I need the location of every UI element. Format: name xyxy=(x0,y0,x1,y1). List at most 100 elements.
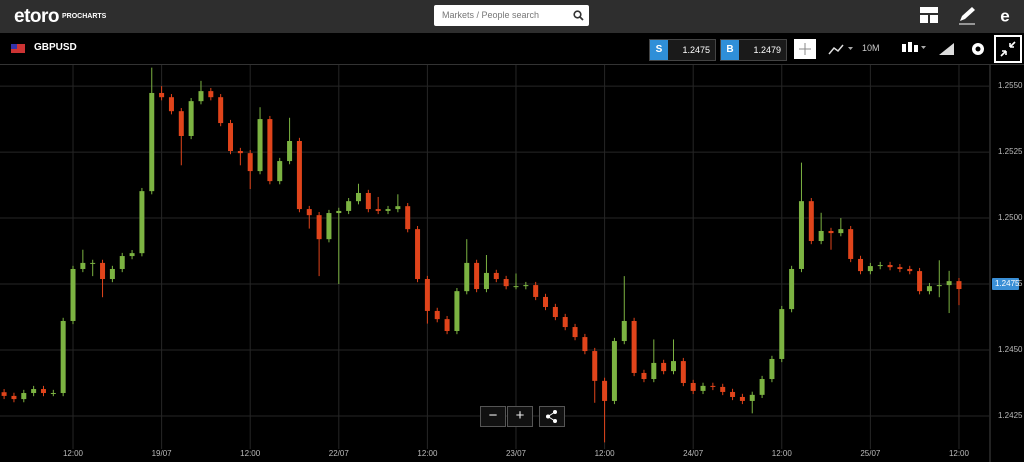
candle-body xyxy=(503,279,509,287)
candle-body xyxy=(720,386,726,392)
logo[interactable]: etoro xyxy=(14,6,60,27)
candle-body xyxy=(631,320,637,373)
candle-body xyxy=(237,151,243,154)
candle-body xyxy=(109,268,115,280)
candle-body xyxy=(523,285,529,287)
candle-body xyxy=(139,191,145,254)
candle-body xyxy=(710,385,716,387)
candle-body xyxy=(887,265,893,268)
candle-body xyxy=(808,201,814,242)
candle-body xyxy=(267,119,273,182)
candle-body xyxy=(218,97,224,124)
candle-body xyxy=(543,296,549,307)
candle-body xyxy=(1,392,7,396)
buy-button[interactable]: B 1.2479 xyxy=(720,39,787,61)
candle-body xyxy=(769,358,775,380)
candle-body xyxy=(50,393,56,395)
candle-body xyxy=(464,262,470,292)
x-tick-label: 12:00 xyxy=(595,449,616,458)
candle-body xyxy=(582,337,588,352)
candle-body xyxy=(779,309,785,359)
trade-tool-button[interactable] xyxy=(938,41,956,57)
candle-body xyxy=(100,262,106,280)
interval[interactable]: 10M xyxy=(862,43,880,53)
candle-body xyxy=(159,92,165,98)
zoom-out-button[interactable]: − xyxy=(480,406,506,427)
candle-body xyxy=(247,153,253,172)
candle-body xyxy=(90,262,96,264)
draw-icon[interactable] xyxy=(957,5,977,25)
candle-body xyxy=(917,271,923,292)
candle-body xyxy=(730,391,736,397)
candle-body xyxy=(956,281,962,290)
candle-body xyxy=(178,111,184,136)
candle-body xyxy=(287,141,293,162)
candle-body xyxy=(60,320,66,394)
x-tick-label: 12:00 xyxy=(240,449,261,458)
candle-body xyxy=(257,119,263,172)
candle-body xyxy=(119,256,125,269)
candle-body xyxy=(405,206,411,230)
candle-body xyxy=(168,97,174,112)
search-box[interactable]: Markets / People search xyxy=(434,5,589,26)
search-placeholder: Markets / People search xyxy=(442,10,540,20)
x-tick-label: 12:00 xyxy=(417,449,438,458)
buy-label: B xyxy=(721,40,739,60)
chart-type-button[interactable] xyxy=(900,40,928,56)
last-price-label: 1.2475 xyxy=(995,279,1020,288)
collapse-button[interactable] xyxy=(994,35,1022,63)
candle-body xyxy=(749,394,755,401)
candle-body xyxy=(70,268,76,321)
candle-body xyxy=(129,253,135,257)
candle-body xyxy=(493,272,499,280)
candle-body xyxy=(188,101,194,136)
buy-price: 1.2479 xyxy=(753,45,781,55)
candle-body xyxy=(454,291,460,331)
candle-body xyxy=(198,91,204,102)
flag-icon xyxy=(11,44,25,53)
candle-body xyxy=(739,396,745,401)
candle-body xyxy=(40,389,46,394)
sell-button[interactable]: S 1.2475 xyxy=(649,39,716,61)
x-tick-label: 12:00 xyxy=(949,449,970,458)
x-tick-label: 19/07 xyxy=(152,449,173,458)
candle-body xyxy=(838,229,844,234)
layout-icon[interactable] xyxy=(920,7,938,23)
share-button[interactable] xyxy=(539,406,565,427)
candle-body xyxy=(483,272,489,290)
svg-text:e: e xyxy=(1000,6,1009,25)
candle-body xyxy=(395,206,401,210)
candle-body xyxy=(907,268,913,272)
candle-body xyxy=(936,285,942,287)
candle-body xyxy=(926,286,932,292)
candle-body xyxy=(316,215,322,240)
candle-body xyxy=(602,380,608,401)
candle-body xyxy=(385,209,391,211)
candle-body xyxy=(31,389,37,394)
candle-body xyxy=(552,306,558,318)
crosshair-button[interactable] xyxy=(794,39,816,59)
settings-button[interactable] xyxy=(969,40,987,58)
candle-body xyxy=(424,279,430,311)
instrument-bar: GBPUSD S 1.2475 B 1.2479 10M xyxy=(0,33,1024,65)
zoom-in-button[interactable]: + xyxy=(507,406,533,427)
candle-body xyxy=(946,281,952,286)
indicators-button[interactable] xyxy=(828,42,854,56)
candle-body xyxy=(680,361,686,383)
candle-body xyxy=(355,192,361,202)
candle-body xyxy=(415,229,421,280)
candle-body xyxy=(759,379,765,395)
candle-body xyxy=(621,320,627,342)
candle-body xyxy=(80,262,86,269)
candle-body xyxy=(326,213,332,240)
candle-body xyxy=(572,327,578,338)
x-tick-label: 12:00 xyxy=(772,449,793,458)
candle-body xyxy=(670,361,676,372)
profile-icon[interactable]: e xyxy=(995,5,1015,27)
candle-body xyxy=(877,265,883,267)
candle-body xyxy=(208,91,214,98)
candle-body xyxy=(562,317,568,328)
candle-body xyxy=(533,285,539,297)
